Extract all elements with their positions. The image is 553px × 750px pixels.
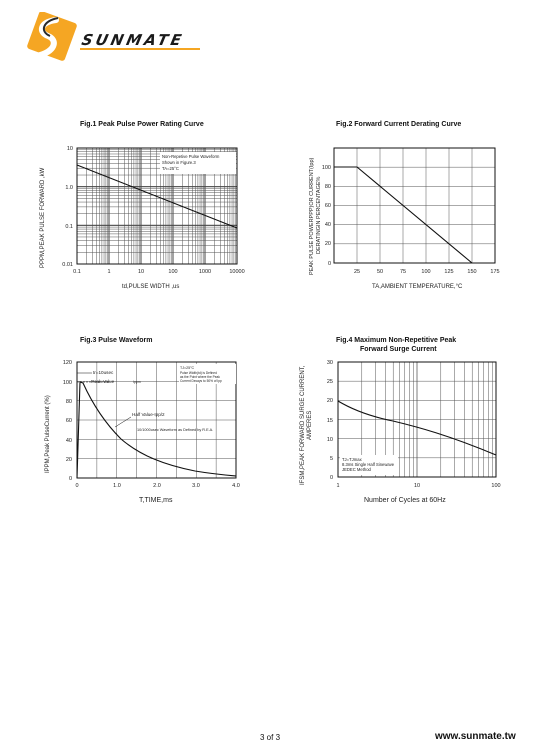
fig4-ytick-10: 10: [327, 437, 333, 443]
fig3-xlabel: T,TIME,ms: [139, 497, 173, 504]
fig1-xtick-0.1: 0.1: [73, 269, 81, 275]
fig4-xtick-100: 100: [491, 483, 500, 489]
fig1-xtick-10: 10: [138, 269, 144, 275]
fig3-ytick-60: 60: [66, 418, 72, 424]
fig4-chart: TJ=TJmax 8.3ms Single Half Sinewave JEDE…: [327, 360, 501, 489]
fig3-xtick-1: 1.0: [113, 483, 121, 489]
fig1-note3: TA=25°C: [162, 166, 179, 171]
fig1-curve: [76, 164, 238, 229]
fig1-frame: [76, 147, 238, 265]
fig1-note2: Shown in Figure.3: [162, 160, 196, 165]
fig1-xlabel: td,PULSE WIDTH ,us: [122, 284, 180, 290]
fig4-note2: 8.3ms Single Half Sinewave: [342, 462, 395, 467]
fig1-xtick-10000: 10000: [229, 269, 244, 275]
fig2-xtick-150: 150: [467, 269, 476, 275]
fig2-ytick-20: 20: [325, 241, 331, 247]
fig2-ytick-40: 40: [325, 222, 331, 228]
fig4-ylabel1: IFSM,PEAK FORWARD SURGE CURRENT,: [300, 365, 306, 485]
fig3-peak-label: Peak Value: [91, 379, 115, 384]
fig1-xtick-1: 1: [107, 269, 110, 275]
fig4-ytick-25: 25: [327, 379, 333, 385]
fig2-xtick-175: 175: [490, 269, 499, 275]
fig4-curve: [337, 400, 497, 456]
fig2-xtick-25: 25: [354, 269, 360, 275]
fig4-ytick-5: 5: [330, 456, 333, 462]
fig3-half-label: Half Value-Ipp/2: [132, 412, 165, 417]
fig4-title1: Fig.4 Maximum Non-Repetitive Peak: [336, 337, 457, 344]
page-number: 3 of 3: [260, 733, 281, 742]
fig3-wave-label: 10/1000usec Waveform as Defined by R.E.A…: [137, 428, 213, 432]
fig1-chart: 10 1.0 0.1 0.01 0.1 1 10 100 1000 10000 …: [62, 146, 244, 275]
fig3-note4: Current Decays to 50% of Ipp: [180, 379, 222, 383]
fig4-ytick-30: 30: [327, 360, 333, 366]
fig2-xlabel: TA,AMBIENT TEMPERATURE,°C: [372, 284, 463, 290]
fig3-note3: as the Point where the Peak: [180, 375, 220, 379]
fig2-chart: 100 80 60 40 20 0 25 50 75 100 125 150 1…: [322, 147, 500, 275]
fig3-ylabel: IPPM,Peak PulseCurrent (%): [45, 395, 51, 473]
fig4-xtick-10: 10: [414, 483, 420, 489]
fig3-xtick-3: 3.0: [192, 483, 200, 489]
brand-underline: [80, 48, 200, 50]
fig3-ytick-100: 100: [63, 380, 72, 386]
fig4-ytick-0: 0: [330, 475, 333, 481]
fig4-title2: Forward Surge Current: [360, 346, 437, 353]
fig3-xtick-0: 0: [75, 483, 78, 489]
fig3-xtick-4: 4.0: [232, 483, 240, 489]
brand-name: SUNMATE: [80, 31, 187, 49]
fig1-ytick-1: 1.0: [65, 185, 73, 191]
fig2-xtick-75: 75: [400, 269, 406, 275]
fig1-ylabel: PPPM,PEAK PULSE FORWARD ,kW: [40, 167, 46, 268]
fig1-xtick-1000: 1000: [199, 269, 211, 275]
fig3-note1: TJ=25°C: [180, 366, 195, 370]
fig3-ytick-40: 40: [66, 438, 72, 444]
fig3-title: Fig.3 Pulse Waveform: [80, 337, 153, 344]
fig3-ytick-20: 20: [66, 457, 72, 463]
fig3-ytick-0: 0: [69, 476, 72, 482]
fig4-note3: JEDEC Method: [342, 467, 372, 472]
fig2-ytick-0: 0: [328, 261, 331, 267]
fig3-tr-label: tr=10usec: [93, 370, 114, 375]
fig3-frame: [76, 361, 237, 479]
fig2-ytick-80: 80: [325, 184, 331, 190]
fig3-note2: Pulse Width(td) is Defined: [180, 371, 217, 375]
fig3-chart: tr=10usec Peak Value Ippm Half Value-Ipp…: [63, 360, 240, 489]
fig1-ytick-10: 10: [67, 146, 73, 152]
fig4-ytick-20: 20: [327, 398, 333, 404]
fig1-ytick-0.01: 0.01: [62, 262, 73, 268]
fig4-xlabel: Number of Cycles at 60Hz: [364, 497, 446, 504]
fig1-xtick-100: 100: [168, 269, 177, 275]
fig3-peak-sub: Ippm: [133, 380, 141, 384]
fig4-ytick-15: 15: [327, 418, 333, 424]
fig2-title: Fig.2 Forward Current Derating Curve: [336, 121, 462, 128]
fig3-ytick-80: 80: [66, 399, 72, 405]
footer-url: www.sunmate.tw: [435, 731, 516, 742]
fig3-xtick-2: 2.0: [153, 483, 161, 489]
fig2-ytick-60: 60: [325, 203, 331, 209]
fig4-note1: TJ=TJmax: [342, 457, 363, 462]
fig4-ylabel2: AMPERES: [307, 410, 313, 440]
fig3-curve: [76, 381, 237, 479]
fig1-ytick-0.1: 0.1: [65, 224, 73, 230]
fig2-ytick-100: 100: [322, 165, 331, 171]
fig2-xtick-100: 100: [421, 269, 430, 275]
fig4-xtick-1: 1: [336, 483, 339, 489]
fig3-ytick-120: 120: [63, 360, 72, 366]
fig1-note1: Non-Repetive Pulse Waveform: [162, 154, 220, 159]
fig4-frame: [337, 361, 497, 478]
fig2-frame: [333, 147, 496, 264]
fig2-xtick-125: 125: [444, 269, 453, 275]
fig1-title: Fig.1 Peak Pulse Power Rating Curve: [80, 121, 204, 128]
fig2-xtick-50: 50: [377, 269, 383, 275]
sunmate-logo-icon: [27, 12, 77, 61]
fig2-ylabel1: PEAK PULSE POWERPPP)OR CURRENT(Ipp): [309, 157, 315, 275]
fig2-curve: [334, 166, 473, 264]
